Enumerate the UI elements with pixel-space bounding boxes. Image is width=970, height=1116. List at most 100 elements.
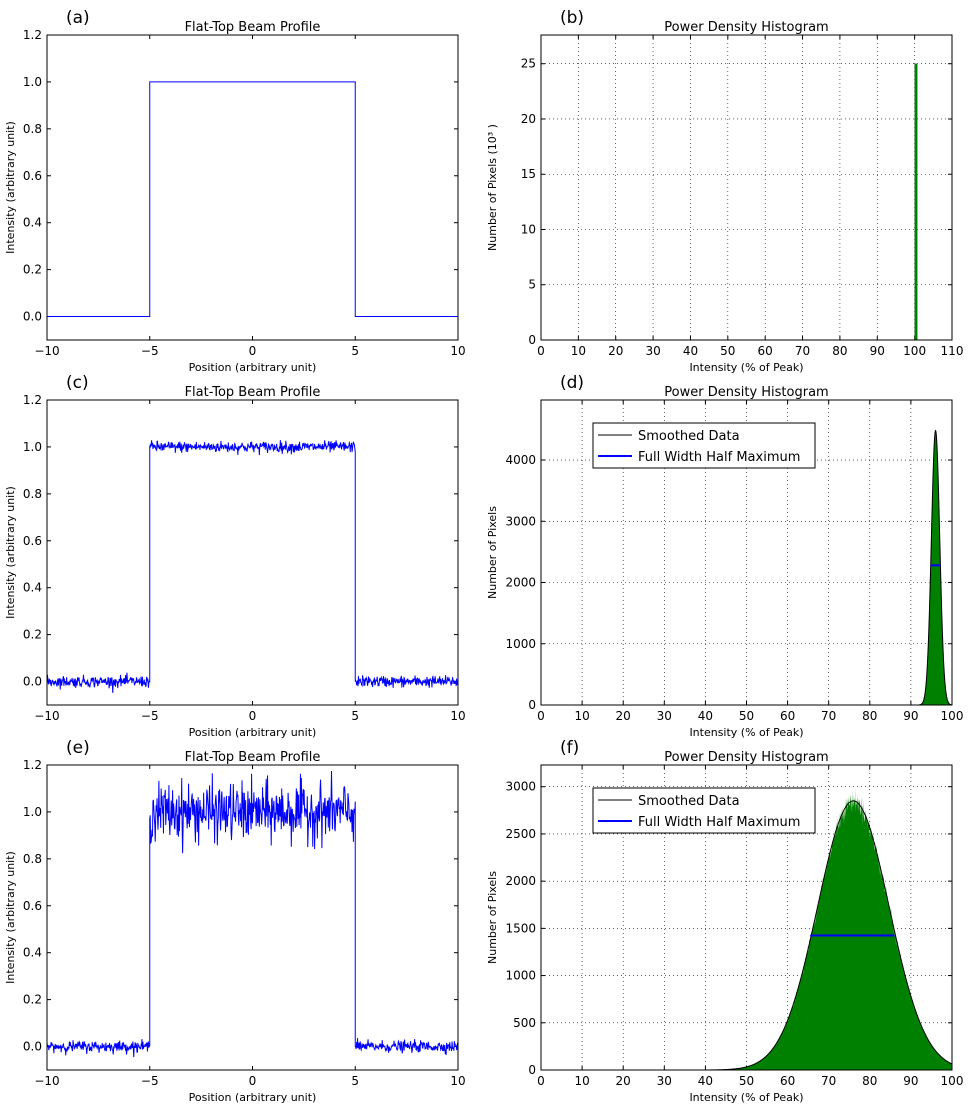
x-tick-label: 20 xyxy=(616,1074,631,1088)
beam-profile-line xyxy=(46,440,459,693)
y-tick-label: 0.2 xyxy=(23,263,42,277)
y-tick-label: 2000 xyxy=(505,874,536,888)
chart-title: Flat-Top Beam Profile xyxy=(185,20,321,35)
y-axis-label: Number of Pixels xyxy=(486,871,499,964)
y-tick-label: 2000 xyxy=(505,576,536,590)
y-tick-label: 3000 xyxy=(505,514,536,528)
x-tick-label: −5 xyxy=(141,1074,159,1088)
y-tick-label: 25 xyxy=(521,57,536,71)
y-tick-label: 1.0 xyxy=(23,75,42,89)
subplot-f: (f) Power Density Histogram Intensity (% o… xyxy=(486,738,963,1104)
subplot-e: (e) Flat-Top Beam Profile Position (arbitr… xyxy=(4,738,466,1104)
y-tick-label: 2500 xyxy=(505,827,536,841)
x-tick-label: 0 xyxy=(537,344,545,358)
x-tick-label: 0 xyxy=(537,1074,545,1088)
x-tick-label: −5 xyxy=(141,344,159,358)
panel-label: (f) xyxy=(560,738,579,758)
x-tick-label: 50 xyxy=(720,344,735,358)
y-tick-label: 1.0 xyxy=(23,805,42,819)
chart-title: Flat-Top Beam Profile xyxy=(185,385,321,400)
histogram-area xyxy=(710,786,952,1070)
y-tick-label: 5 xyxy=(528,278,536,292)
x-tick-label: 20 xyxy=(616,709,631,723)
x-tick-label: 30 xyxy=(657,709,672,723)
chart-title: Power Density Histogram xyxy=(664,20,828,35)
subplot-c: (c) Flat-Top Beam Profile Position (arbitr… xyxy=(4,373,466,739)
x-tick-label: 50 xyxy=(739,1074,754,1088)
y-axis-label: Number of Pixels xyxy=(486,506,499,599)
smoothed-data-line xyxy=(918,430,952,706)
axes-frame xyxy=(46,764,459,1071)
x-tick-label: 5 xyxy=(351,344,359,358)
x-tick-label: 80 xyxy=(862,1074,877,1088)
legend-label-fwhm: Full Width Half Maximum xyxy=(638,815,800,830)
x-tick-label: −10 xyxy=(34,344,59,358)
x-tick-label: 110 xyxy=(941,344,964,358)
y-tick-label: 0.8 xyxy=(23,122,42,136)
x-tick-label: 0 xyxy=(249,1074,257,1088)
panel-label: (e) xyxy=(66,738,90,758)
x-tick-label: 60 xyxy=(780,709,795,723)
x-tick-label: 80 xyxy=(832,344,847,358)
y-tick-label: 1500 xyxy=(505,921,536,935)
x-tick-label: 5 xyxy=(351,709,359,723)
x-tick-label: −5 xyxy=(141,709,159,723)
panel-label: (a) xyxy=(66,8,90,28)
x-tick-label: 70 xyxy=(795,344,810,358)
x-tick-label: 10 xyxy=(450,344,465,358)
x-tick-label: 100 xyxy=(941,709,964,723)
x-axis-label: Position (arbitrary unit) xyxy=(189,1091,317,1104)
subplot-a: (a) Flat-Top Beam Profile Position (arbitr… xyxy=(4,8,466,374)
x-axis-label: Position (arbitrary unit) xyxy=(189,361,317,374)
y-tick-label: 20 xyxy=(521,112,536,126)
y-tick-label: 4000 xyxy=(505,453,536,467)
y-tick-label: 1.2 xyxy=(23,393,42,407)
y-tick-label: 0.8 xyxy=(23,487,42,501)
axes-frame xyxy=(540,399,953,706)
x-tick-label: −10 xyxy=(34,709,59,723)
legend: Smoothed Data Full Width Half Maximum xyxy=(592,422,816,469)
x-tick-label: 0 xyxy=(537,709,545,723)
y-axis-label: Intensity (arbitrary unit) xyxy=(4,486,17,619)
x-tick-label: 70 xyxy=(821,709,836,723)
x-tick-label: 10 xyxy=(574,1074,589,1088)
y-tick-label: 1.0 xyxy=(23,440,42,454)
x-tick-label: 30 xyxy=(657,1074,672,1088)
x-tick-label: 0 xyxy=(249,344,257,358)
x-tick-label: 60 xyxy=(780,1074,795,1088)
histogram-bar xyxy=(914,63,918,341)
y-tick-label: 0.4 xyxy=(23,216,42,230)
y-axis-label: Intensity (arbitrary unit) xyxy=(4,851,17,984)
y-tick-label: 0.6 xyxy=(23,169,42,183)
y-tick-label: 500 xyxy=(513,1016,536,1030)
x-tick-label: −10 xyxy=(34,1074,59,1088)
axes-frame xyxy=(540,34,953,341)
y-tick-label: 0.2 xyxy=(23,628,42,642)
subplot-d: (d) Power Density Histogram Intensity (% o… xyxy=(486,373,963,739)
legend-box xyxy=(592,787,816,834)
legend-label-smoothed: Smoothed Data xyxy=(638,429,740,444)
panel-label: (d) xyxy=(560,373,584,393)
y-tick-label: 1000 xyxy=(505,637,536,651)
x-tick-label: 90 xyxy=(870,344,885,358)
x-axis-label: Intensity (% of Peak) xyxy=(689,726,803,739)
x-tick-label: 10 xyxy=(571,344,586,358)
y-tick-label: 0 xyxy=(528,1063,536,1077)
x-tick-label: 90 xyxy=(903,1074,918,1088)
panel-label: (b) xyxy=(560,8,584,28)
y-tick-label: 1000 xyxy=(505,969,536,983)
x-tick-label: 0 xyxy=(249,709,257,723)
y-tick-label: 0.4 xyxy=(23,946,42,960)
x-tick-label: 40 xyxy=(698,1074,713,1088)
x-tick-label: 40 xyxy=(683,344,698,358)
x-axis-label: Position (arbitrary unit) xyxy=(189,726,317,739)
beam-profile-line xyxy=(47,81,458,318)
histogram-area xyxy=(918,429,952,705)
legend-label-fwhm: Full Width Half Maximum xyxy=(638,450,800,465)
y-tick-label: 1.2 xyxy=(23,758,42,772)
legend-box xyxy=(592,422,816,469)
legend: Smoothed Data Full Width Half Maximum xyxy=(592,787,816,834)
x-axis-label: Intensity (% of Peak) xyxy=(689,1091,803,1104)
beam-profile-line xyxy=(46,770,459,1058)
